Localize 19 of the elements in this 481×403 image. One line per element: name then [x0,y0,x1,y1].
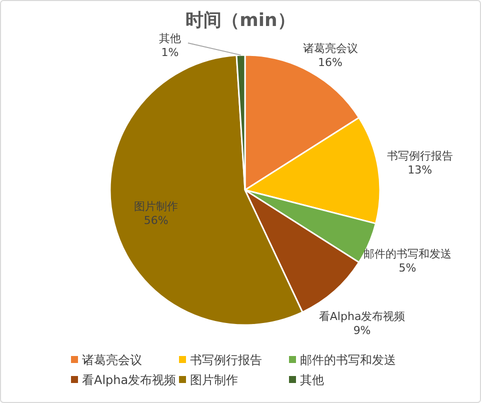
legend-label: 书写例行报告 [190,353,262,367]
data-label: 9% [353,324,371,337]
slice-label: 其他 [159,32,181,45]
slice-label: 看Alpha发布视频 [318,310,406,323]
slice-label: 图片制作 [134,200,178,213]
legend-label: 邮件的书写和发送 [300,353,396,367]
legend-label: 看Alpha发布视频 [82,373,176,387]
data-label: 16% [318,56,342,69]
data-label: 5% [398,261,416,274]
legend-label: 图片制作 [190,373,238,387]
legend-label: 其他 [300,373,324,387]
chart-title: 时间（min） [186,10,296,31]
data-label: 1% [161,46,179,59]
slice-label: 诸葛亮会议 [302,42,358,55]
data-label: 13% [408,163,432,176]
slice-label: 邮件的书写和发送 [363,247,452,260]
legend-label: 诸葛亮会议 [82,353,142,367]
slice-label: 书写例行报告 [386,149,453,162]
data-label: 56% [144,214,168,227]
